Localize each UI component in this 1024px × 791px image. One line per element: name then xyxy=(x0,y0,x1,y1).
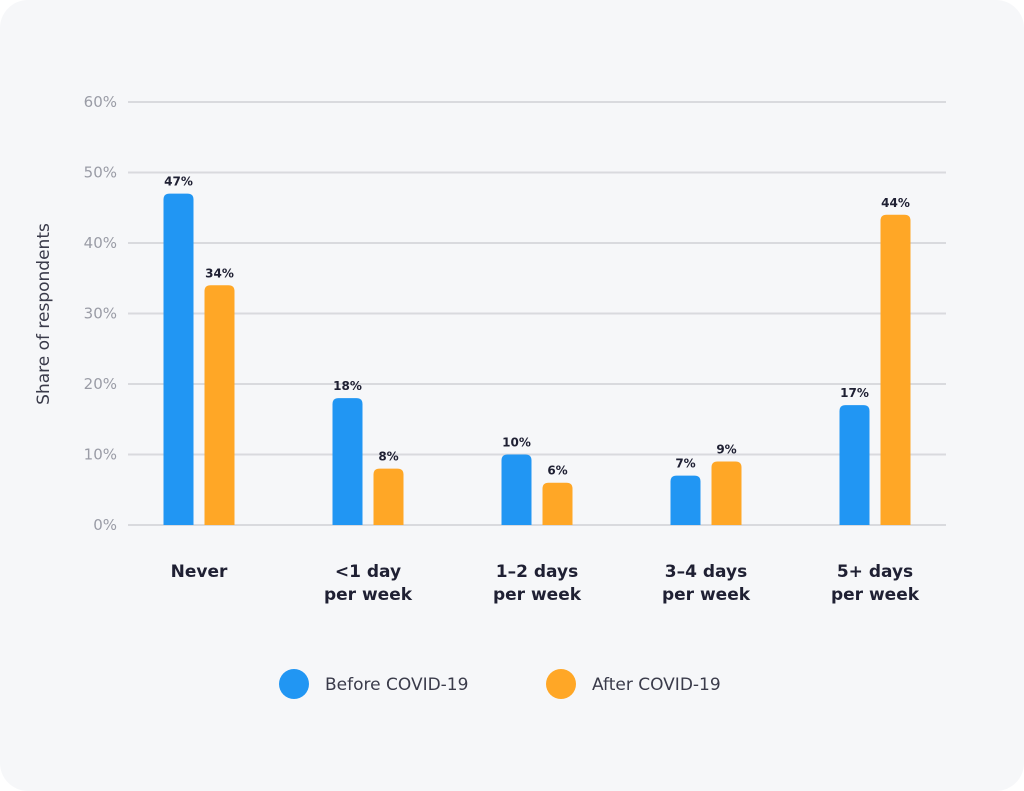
x-category-label: per week xyxy=(324,585,413,605)
y-tick-label: 0% xyxy=(93,516,117,534)
data-label: 9% xyxy=(716,443,736,457)
bar-before xyxy=(332,398,363,525)
data-label: 47% xyxy=(164,175,193,189)
bar-after xyxy=(373,468,404,525)
x-category-label: 3–4 days xyxy=(665,562,747,582)
data-label: 6% xyxy=(547,464,567,478)
data-label: 8% xyxy=(378,450,398,464)
data-label: 44% xyxy=(881,196,910,210)
bar-after xyxy=(542,482,573,525)
y-tick-label: 60% xyxy=(84,93,117,111)
y-tick-label: 40% xyxy=(84,234,117,252)
x-category-label: 1–2 days xyxy=(496,562,578,582)
x-category-label: per week xyxy=(493,585,582,605)
legend-label: After COVID-19 xyxy=(592,675,721,695)
y-tick-label: 30% xyxy=(84,305,117,323)
y-tick-label: 50% xyxy=(84,164,117,182)
data-label: 10% xyxy=(502,436,531,450)
bar-before xyxy=(501,454,532,525)
y-tick-label: 20% xyxy=(84,375,117,393)
data-label: 34% xyxy=(205,266,234,280)
bar-before xyxy=(839,405,870,525)
bar-before xyxy=(163,193,194,525)
legend-swatch-before xyxy=(279,669,309,699)
x-category-label: per week xyxy=(831,585,920,605)
data-label: 7% xyxy=(675,457,695,471)
x-category-label: 5+ days xyxy=(837,562,913,582)
x-category-label: <1 day xyxy=(335,562,401,582)
data-label: 17% xyxy=(840,386,869,400)
bar-after xyxy=(880,214,911,526)
bar-after xyxy=(711,461,742,525)
y-tick-label: 10% xyxy=(84,446,117,464)
bar-before xyxy=(670,475,701,525)
legend-swatch-after xyxy=(546,669,576,699)
data-label: 18% xyxy=(333,379,362,393)
bar-after xyxy=(204,285,235,525)
y-axis-label: Share of respondents xyxy=(34,223,54,405)
x-category-label: per week xyxy=(662,585,751,605)
x-category-label: Never xyxy=(171,562,228,582)
legend-label: Before COVID-19 xyxy=(325,675,468,695)
